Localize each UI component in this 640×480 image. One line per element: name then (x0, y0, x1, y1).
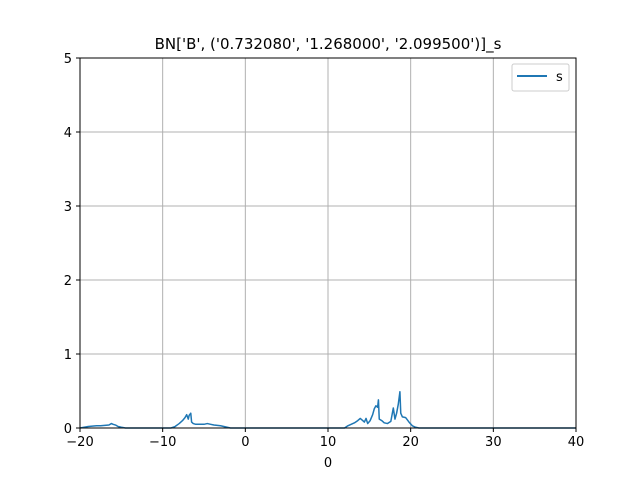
chart-title: BN['B', ('0.732080', '1.268000', '2.0995… (155, 35, 502, 54)
x-tick-label: −20 (66, 435, 93, 450)
y-tick-label: 0 (64, 422, 72, 437)
y-tick-label: 1 (64, 348, 72, 363)
grid (79, 57, 577, 429)
x-tick-label: 10 (320, 435, 337, 450)
y-axis: 0 1 2 3 4 5 (64, 52, 80, 437)
y-tick-label: 2 (64, 274, 72, 289)
y-tick-label: 4 (64, 126, 72, 141)
x-axis-label: 0 (324, 456, 332, 471)
y-tick-label: 5 (64, 52, 72, 67)
x-tick-label: −10 (149, 435, 176, 450)
y-tick-label: 3 (64, 200, 72, 215)
legend-box (511, 63, 570, 92)
x-tick-label: 30 (485, 435, 502, 450)
x-tick-label: 0 (241, 435, 249, 450)
legend-label-s: s (556, 70, 563, 85)
legend: s (511, 63, 570, 92)
x-axis: −20 −10 0 10 20 30 40 (66, 428, 584, 450)
x-tick-label: 20 (402, 435, 419, 450)
x-tick-label: 40 (568, 435, 585, 450)
